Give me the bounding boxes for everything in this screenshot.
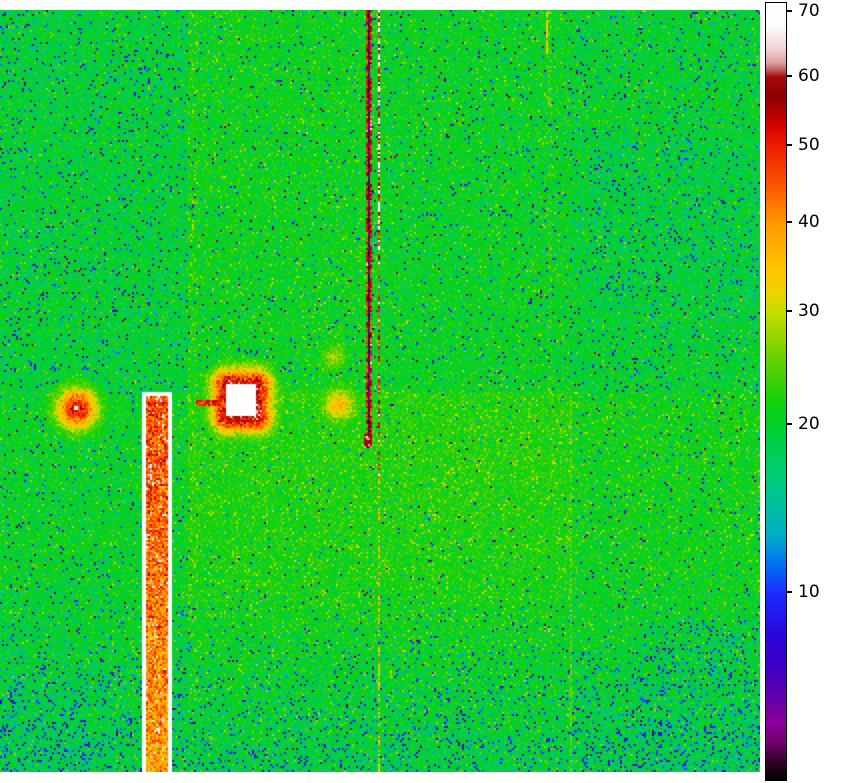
colorbar (765, 2, 787, 781)
colorbar-tick-mark (786, 591, 792, 593)
heatmap-image (0, 10, 760, 772)
colorbar-tick-mark (786, 10, 792, 12)
colorbar-tick-label: 50 (798, 135, 820, 155)
colorbar-tick-mark (786, 423, 792, 425)
colorbar-tick-label: 40 (798, 212, 820, 232)
colorbar-tick-mark (786, 221, 792, 223)
colorbar-tick-mark (786, 310, 792, 312)
colorbar-tick-mark (786, 75, 792, 77)
colorbar-tick-label: 30 (798, 301, 820, 321)
colorbar-tick-label: 10 (798, 582, 820, 602)
colorbar-tick-label: 70 (798, 1, 820, 21)
colorbar-tick-mark (786, 144, 792, 146)
colorbar-tick-label: 20 (798, 414, 820, 434)
colorbar-tick-label: 60 (798, 66, 820, 86)
